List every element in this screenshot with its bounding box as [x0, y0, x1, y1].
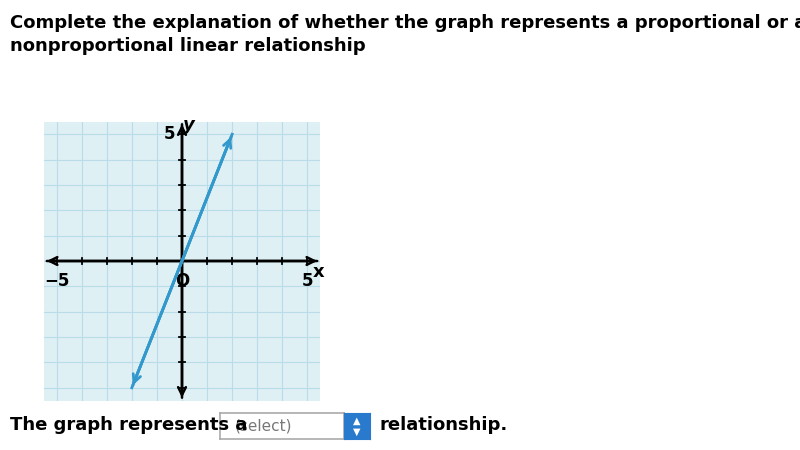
Text: O: O — [175, 272, 189, 290]
Text: The graph represents a: The graph represents a — [10, 416, 248, 434]
Text: x: x — [313, 263, 325, 281]
Text: 5: 5 — [302, 272, 314, 290]
Text: −5: −5 — [44, 272, 70, 290]
Text: relationship.: relationship. — [379, 416, 507, 434]
Text: y: y — [183, 116, 195, 134]
Text: 5: 5 — [163, 125, 175, 143]
Text: ▼: ▼ — [353, 427, 361, 436]
Text: (select): (select) — [235, 418, 292, 433]
Text: ▲: ▲ — [353, 416, 361, 426]
Text: Complete the explanation of whether the graph represents a proportional or a
non: Complete the explanation of whether the … — [10, 14, 800, 55]
